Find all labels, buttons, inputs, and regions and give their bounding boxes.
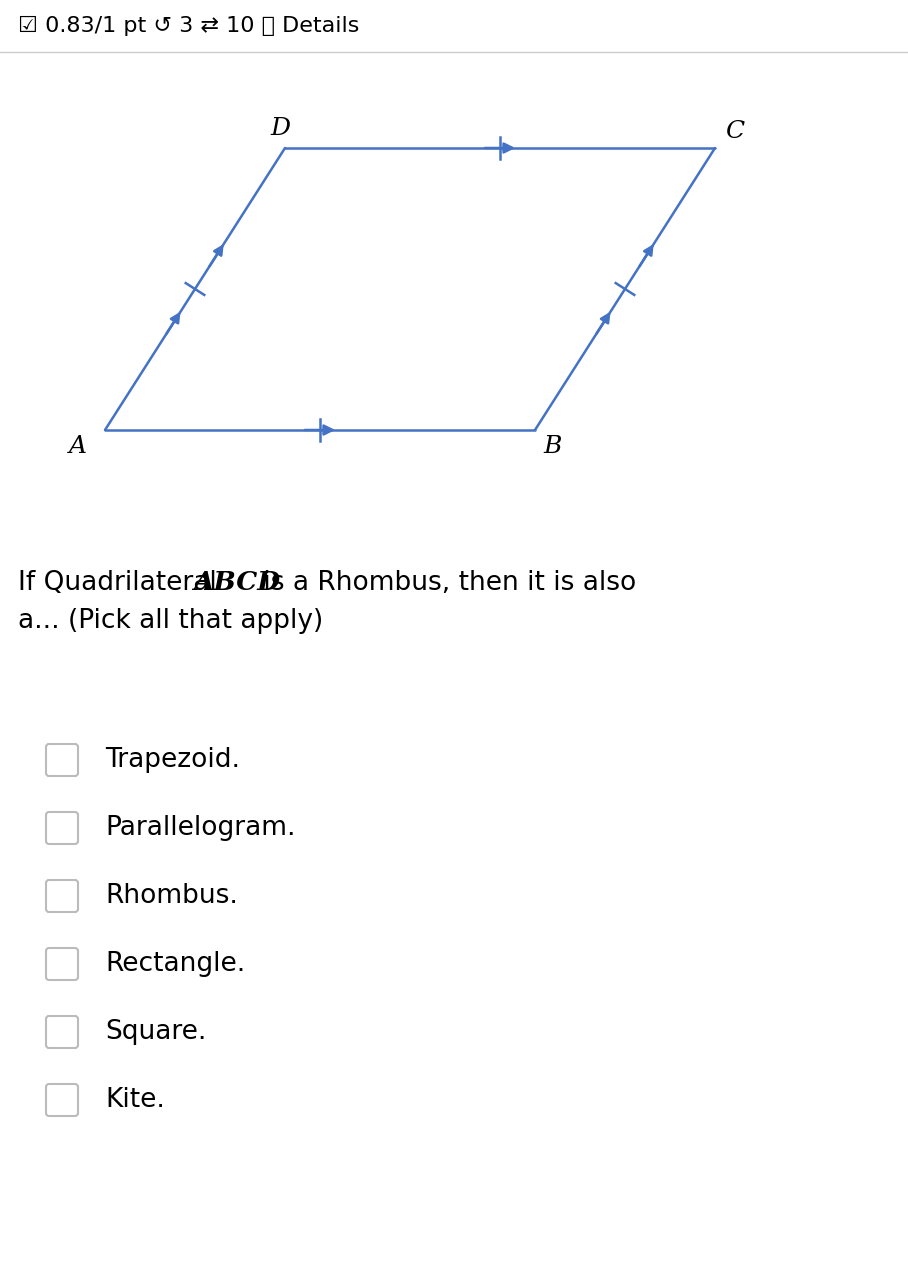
Text: is a Rhombus, then it is also: is a Rhombus, then it is also <box>255 570 637 596</box>
Text: C: C <box>725 120 745 143</box>
Text: D: D <box>270 117 290 140</box>
Text: a... (Pick all that apply): a... (Pick all that apply) <box>18 607 323 634</box>
Text: A: A <box>69 435 87 458</box>
Text: Parallelogram.: Parallelogram. <box>105 815 295 841</box>
Text: ☑ 0.83/1 pt ↺ 3 ⇄ 10 ⓘ Details: ☑ 0.83/1 pt ↺ 3 ⇄ 10 ⓘ Details <box>18 17 360 36</box>
Text: Kite.: Kite. <box>105 1087 165 1113</box>
Text: ABCD: ABCD <box>193 570 281 595</box>
Text: Rhombus.: Rhombus. <box>105 883 238 909</box>
Text: Rectangle.: Rectangle. <box>105 951 245 977</box>
Text: Trapezoid.: Trapezoid. <box>105 746 240 773</box>
Text: Square.: Square. <box>105 1020 206 1045</box>
Text: B: B <box>543 435 561 458</box>
Text: If Quadrilateral: If Quadrilateral <box>18 570 225 596</box>
